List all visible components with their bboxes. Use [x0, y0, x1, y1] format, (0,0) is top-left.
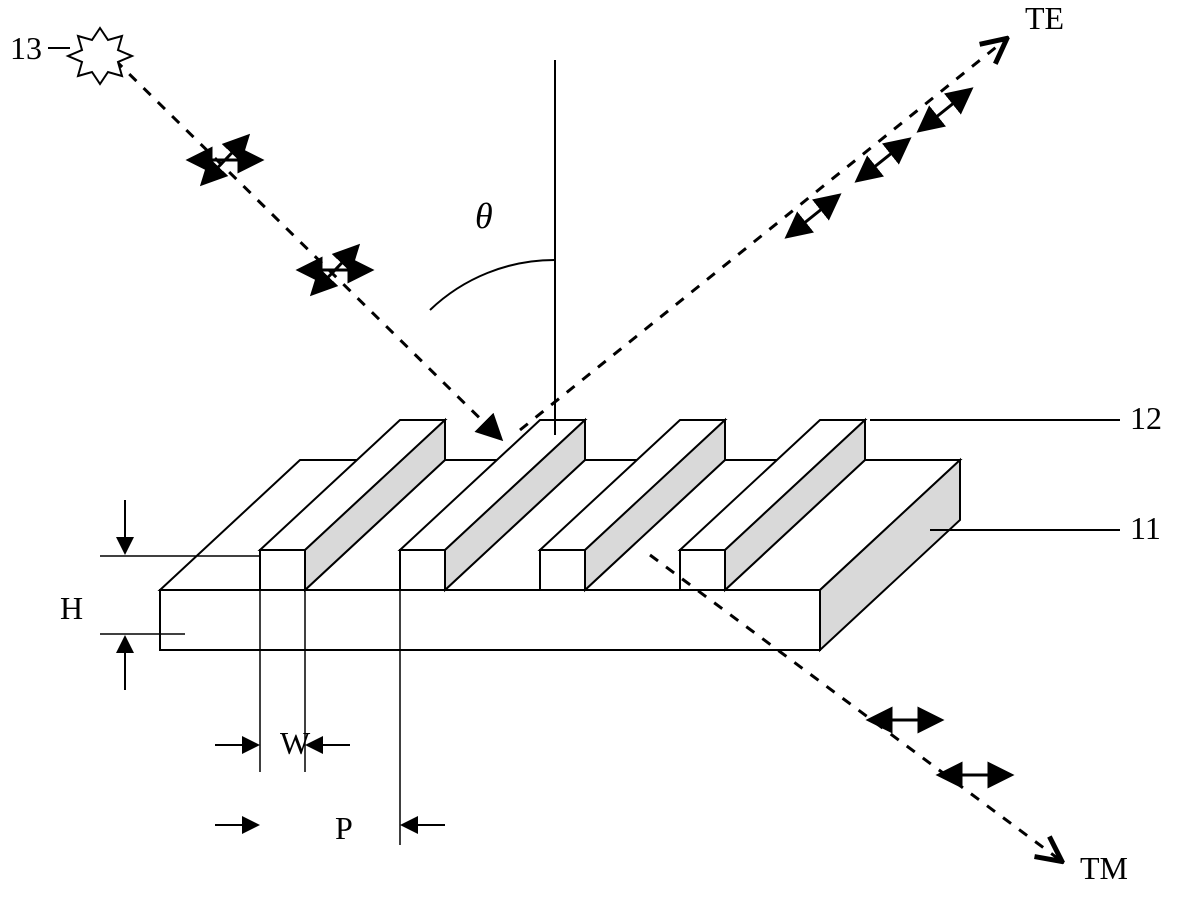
diagram-svg: [0, 0, 1187, 899]
label-te: TE: [1025, 0, 1064, 37]
light-source-icon: [68, 28, 132, 84]
polarization-marker-incident-1: [190, 137, 260, 183]
label-period: P: [335, 810, 353, 847]
label-source-ref: 13: [10, 30, 42, 67]
label-ref-12: 12: [1130, 400, 1162, 437]
label-theta: θ: [475, 195, 493, 237]
label-tm: TM: [1080, 850, 1128, 887]
reflected-beam-te: [520, 40, 1005, 430]
label-width: W: [280, 725, 310, 762]
polarization-marker-te-2: [858, 140, 908, 180]
polarization-marker-te-3: [920, 90, 970, 130]
polarization-marker-te-1: [788, 196, 838, 236]
incident-beam: [115, 60, 500, 438]
label-ref-11: 11: [1130, 510, 1161, 547]
theta-arc: [430, 260, 555, 310]
label-height: H: [60, 590, 83, 627]
polarization-marker-incident-2: [300, 247, 370, 293]
